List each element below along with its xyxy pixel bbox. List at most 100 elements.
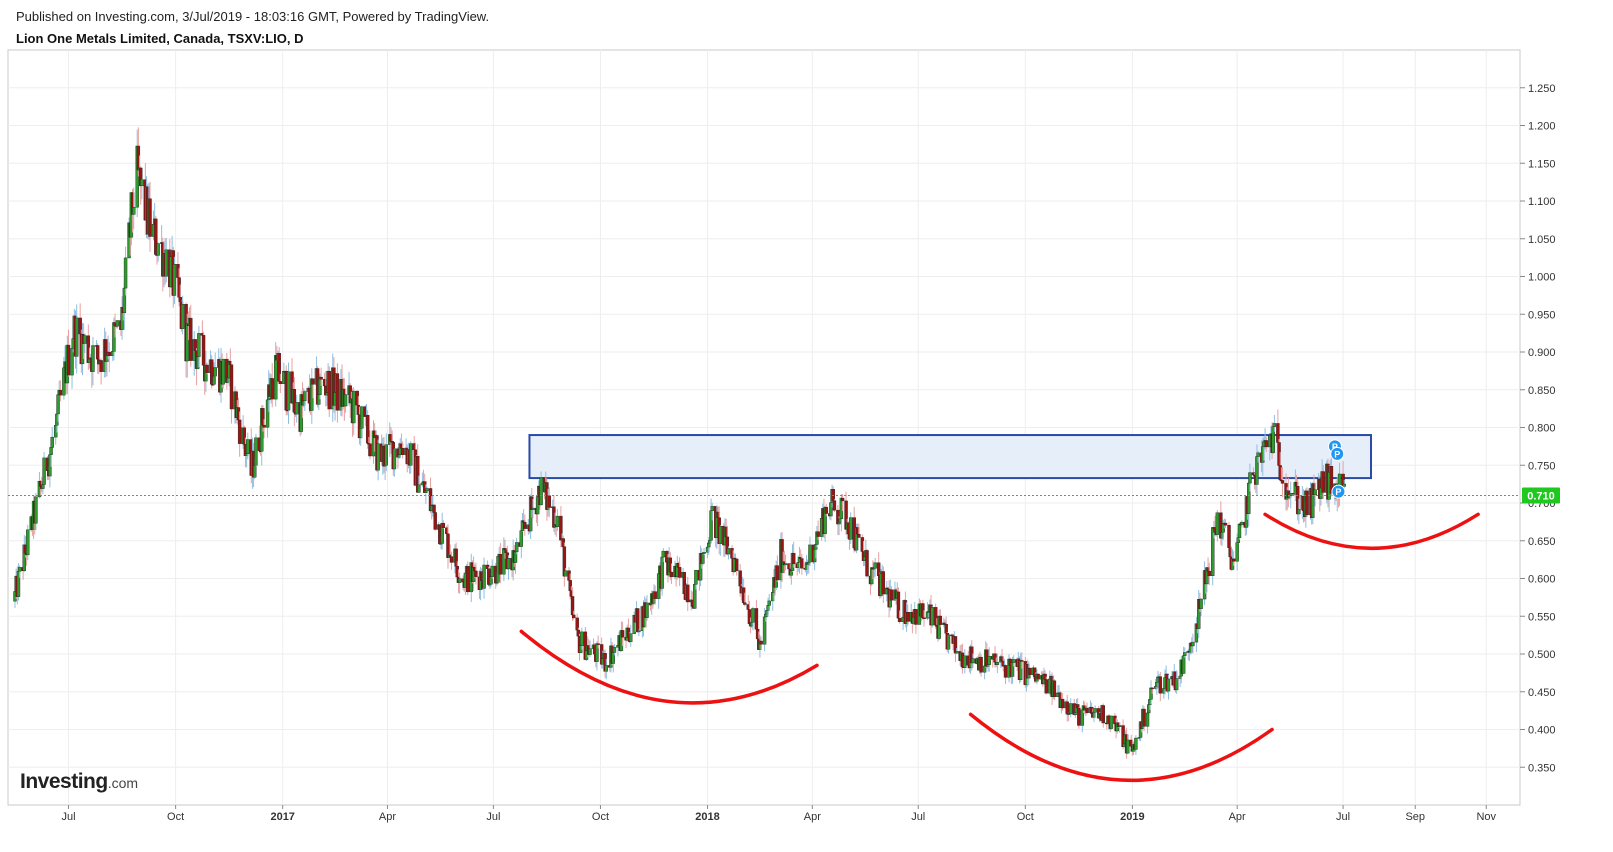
cup-arc (968, 712, 1274, 783)
candle-down (1207, 570, 1211, 577)
candle-up (417, 484, 421, 493)
candle-up (254, 437, 258, 466)
candle-up (563, 570, 568, 577)
candle-up (213, 367, 217, 377)
x-tick-label: 2019 (1120, 811, 1144, 823)
logo-suffix: .com (107, 775, 139, 791)
event-marker-label: P (1332, 442, 1338, 452)
candle-up (531, 507, 535, 510)
candle-down (857, 534, 861, 538)
candle-down (914, 609, 918, 625)
candle-up (140, 179, 144, 187)
candle-up (726, 548, 731, 555)
candle-up (1183, 652, 1187, 656)
y-tick-label: 1.250 (1528, 83, 1556, 95)
candle-down (906, 611, 910, 622)
candle-up (132, 207, 136, 215)
candle-down (1305, 490, 1309, 516)
candles (13, 127, 1346, 759)
candle-down (58, 389, 63, 396)
candle-down (791, 552, 796, 565)
candle-down (686, 584, 690, 603)
candle-up (376, 443, 380, 471)
candle-down (775, 565, 780, 581)
candle-up (246, 439, 250, 455)
candle-up (1235, 542, 1239, 562)
candle-up (808, 544, 812, 563)
candle-up (34, 496, 38, 524)
candle-up (971, 658, 975, 664)
cup-arc (519, 629, 819, 705)
candle-up (637, 630, 641, 633)
candle-up (555, 515, 560, 528)
candle-down (319, 376, 323, 380)
candle-down (1158, 676, 1163, 694)
candle-down (759, 640, 763, 645)
x-tick-label: Jul (486, 811, 500, 823)
candle-down (1060, 698, 1065, 709)
candle-down (571, 614, 576, 619)
candle-up (1181, 655, 1186, 674)
candle-up (612, 647, 617, 653)
candle-up (718, 525, 723, 544)
candle-up (849, 517, 853, 540)
candle-down (1028, 667, 1032, 675)
candle-down (432, 504, 436, 513)
y-tick-label: 0.550 (1528, 611, 1556, 623)
candle-up (514, 542, 519, 553)
candle-down (1003, 665, 1008, 678)
candle-up (91, 345, 95, 372)
candle-down (620, 630, 625, 638)
candle-up (1342, 483, 1346, 487)
candle-down (189, 317, 193, 361)
candle-up (1272, 423, 1277, 427)
candle-up (1191, 641, 1195, 647)
candle-up (123, 257, 128, 289)
candle-down (205, 364, 209, 374)
candle-up (180, 304, 185, 329)
candle-down (466, 566, 470, 593)
candle-down (734, 558, 739, 571)
candle-up (457, 578, 462, 583)
candle-up (1199, 598, 1203, 609)
chart-header: Published on Investing.com, 3/Jul/2019 -… (16, 8, 489, 48)
candle-down (547, 495, 551, 508)
candle-down (596, 643, 600, 645)
current-price-label: 0.710 (1527, 490, 1555, 502)
x-tick-label: Jul (61, 811, 75, 823)
candle-up (294, 402, 299, 415)
candle-down (474, 570, 478, 578)
candle-down (922, 617, 926, 620)
candle-up (1166, 678, 1171, 692)
candle-up (26, 529, 30, 556)
candle-down (107, 351, 111, 356)
candle-down (498, 553, 503, 575)
candle-up (1237, 523, 1242, 539)
candle-up (930, 607, 934, 626)
candle-down (262, 424, 266, 428)
candle-down (653, 591, 657, 599)
candle-down (800, 558, 804, 569)
candle-up (873, 562, 877, 569)
candle-down (831, 489, 835, 501)
candle-up (343, 394, 348, 407)
candle-up (156, 243, 160, 256)
resistance-zone (528, 434, 1373, 480)
x-tick-label: Nov (1476, 811, 1496, 823)
y-tick-label: 0.650 (1528, 536, 1556, 548)
candle-up (710, 506, 714, 511)
candle-up (751, 608, 755, 623)
candle-up (56, 394, 60, 415)
x-tick-label: Oct (167, 811, 184, 823)
candle-down (1321, 471, 1325, 493)
y-tick-label: 0.350 (1528, 762, 1556, 774)
candle-up (83, 335, 87, 344)
candle-down (229, 364, 234, 410)
candle-down (523, 522, 527, 529)
candle-up (946, 634, 951, 650)
candle-down (738, 570, 742, 587)
candle-up (1093, 708, 1097, 713)
candle-down (938, 615, 943, 625)
y-tick-label: 0.850 (1528, 385, 1556, 397)
